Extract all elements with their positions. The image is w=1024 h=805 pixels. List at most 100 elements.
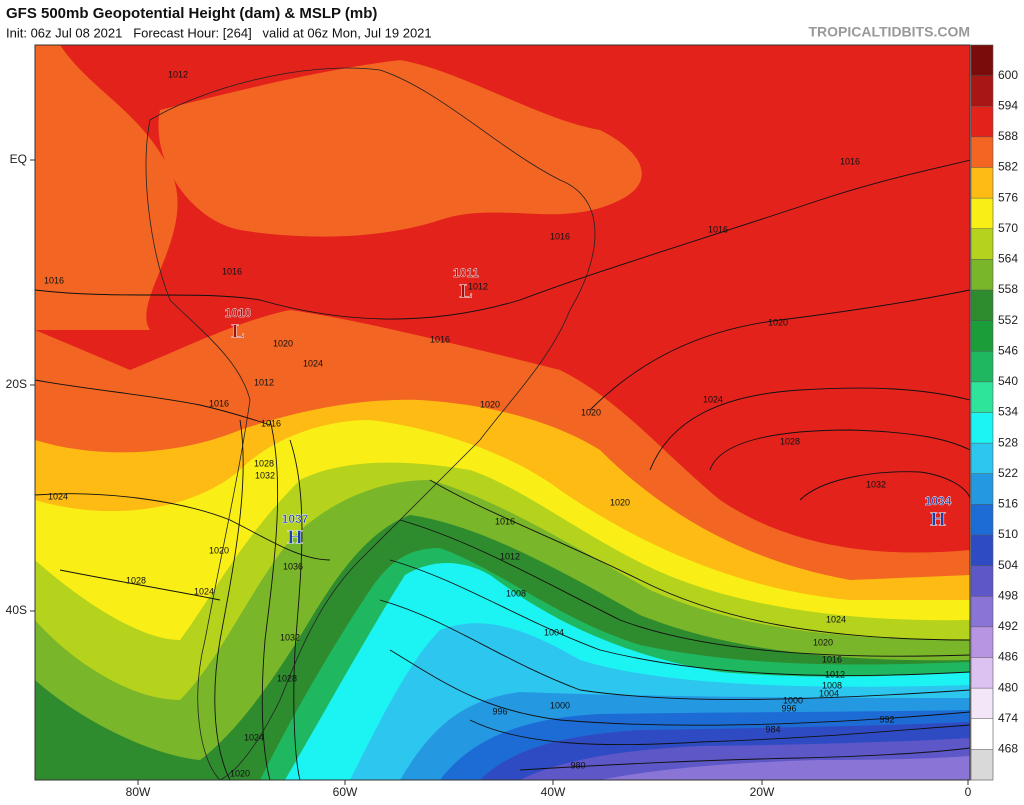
isobar-label: 1016 <box>708 224 728 234</box>
isobar-label: 1016 <box>222 266 242 276</box>
coastline <box>145 67 596 780</box>
isobar-label: 1028 <box>254 458 274 468</box>
isobar-label: 1004 <box>544 627 564 637</box>
colorbar-swatch <box>971 381 993 413</box>
colorbar-swatch <box>971 535 993 567</box>
isobar-label: 1024 <box>194 586 214 596</box>
title: GFS 500mb Geopotential Height (dam) & MS… <box>6 5 377 22</box>
colorbar-label: 594 <box>998 98 1018 112</box>
colorbar-swatch <box>971 136 993 168</box>
colorbar-label: 486 <box>998 650 1018 664</box>
isobar-label: 1020 <box>209 545 229 555</box>
isobar-label: 1020 <box>230 768 250 778</box>
center-value: 1010 <box>225 306 252 320</box>
isobar-label: 1020 <box>768 317 788 327</box>
isobar-label: 1024 <box>48 491 68 501</box>
isobar-label: 1020 <box>813 637 833 647</box>
colorbar-swatch <box>971 473 993 505</box>
isobar <box>35 493 331 561</box>
isobar <box>429 479 970 641</box>
colorbar-swatch <box>971 688 993 720</box>
subtitle: Init: 06z Jul 08 2021 Forecast Hour: [26… <box>6 25 432 40</box>
colorbar-label: 588 <box>998 129 1018 143</box>
isobar-label: 1000 <box>783 695 803 705</box>
colorbar-swatch <box>971 504 993 536</box>
height-band <box>600 756 970 780</box>
isobar <box>214 419 244 780</box>
isobar-label: 1020 <box>581 407 601 417</box>
colorbar-label: 582 <box>998 160 1018 174</box>
center-letter: L <box>231 321 244 343</box>
isobar <box>289 439 303 780</box>
colorbar-label: 468 <box>998 742 1018 756</box>
isobar-label: 992 <box>879 714 894 724</box>
colorbar-swatch <box>971 106 993 138</box>
isobar-label: 1024 <box>303 358 323 368</box>
colorbar-label: 474 <box>998 711 1018 725</box>
colorbar-label: 510 <box>998 527 1018 541</box>
isobar <box>389 559 970 676</box>
colorbar-swatch <box>971 565 993 597</box>
isobar-label: 1032 <box>280 632 300 642</box>
isobar-label: 1024 <box>244 732 264 742</box>
colorbar-label: 576 <box>998 190 1018 204</box>
isobar-label: 1008 <box>822 680 842 690</box>
isobar-label: 984 <box>765 724 780 734</box>
y-axis-label: 20S <box>6 377 27 391</box>
isobar-label: 1012 <box>168 69 188 79</box>
isobar-label: 1008 <box>506 588 526 598</box>
colorbar-label: 516 <box>998 497 1018 511</box>
x-axis-label: 20W <box>750 785 775 799</box>
isobar <box>35 159 970 320</box>
y-axis-label: EQ <box>10 152 27 166</box>
x-axis-label: 40W <box>541 785 566 799</box>
colorbar-swatch <box>971 259 993 291</box>
isobar-label: 996 <box>781 703 796 713</box>
isobar-label: 1028 <box>780 436 800 446</box>
colorbar-swatch <box>971 198 993 230</box>
isobar-label: 1012 <box>500 551 520 561</box>
height-band <box>158 60 642 237</box>
colorbar-swatch <box>971 749 993 781</box>
isobar-label: 1016 <box>495 516 515 526</box>
colorbar-label: 600 <box>998 68 1018 82</box>
isobar-label: 1016 <box>44 275 64 285</box>
isobar <box>261 419 279 780</box>
isobar-label: 1024 <box>826 614 846 624</box>
isobar <box>589 289 970 411</box>
brand: TROPICALTIDBITS.COM <box>808 24 970 40</box>
colorbar-label: 564 <box>998 252 1018 266</box>
colorbar-swatch <box>971 626 993 658</box>
colorbar-swatch <box>971 596 993 628</box>
center-letter: L <box>459 281 472 303</box>
isobar-label: 1036 <box>283 561 303 571</box>
colorbar-label: 552 <box>998 313 1018 327</box>
isobar <box>399 519 970 657</box>
x-axis-label: 60W <box>333 785 358 799</box>
isobar-label: 1016 <box>822 654 842 664</box>
isobar-label: 1000 <box>550 700 570 710</box>
center-letter: H <box>930 509 946 531</box>
isobar-label: 980 <box>570 760 585 770</box>
isobar-label: 1028 <box>277 673 297 683</box>
isobar <box>59 569 221 601</box>
colorbar-label: 540 <box>998 374 1018 388</box>
colorbar-swatch <box>971 75 993 107</box>
height-band <box>35 45 178 330</box>
colorbar-swatch <box>971 290 993 322</box>
isobar <box>379 599 970 700</box>
isobar <box>519 747 970 771</box>
isobar-label: 1032 <box>866 479 886 489</box>
isobar-label: 1004 <box>819 688 839 698</box>
colorbar-swatch <box>971 228 993 260</box>
isobar-label: 1016 <box>209 398 229 408</box>
isobar-label: 996 <box>492 706 507 716</box>
isobar-label: 1016 <box>430 334 450 344</box>
isobar <box>799 471 970 501</box>
colorbar-swatch <box>971 412 993 444</box>
isobar-label: 1020 <box>273 338 293 348</box>
map-area <box>35 45 970 780</box>
isobar-label: 1012 <box>825 669 845 679</box>
isobar-label: 1012 <box>468 281 488 291</box>
